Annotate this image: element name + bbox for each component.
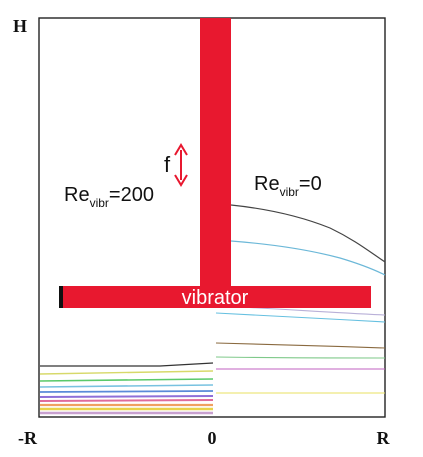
vibrator-plate bbox=[59, 286, 371, 308]
frequency-arrow bbox=[174, 143, 188, 187]
left-contour-line bbox=[39, 395, 214, 398]
pos-r-label: R bbox=[377, 428, 391, 448]
vibrator-shaft bbox=[200, 18, 231, 286]
height-axis-label: H bbox=[13, 16, 27, 36]
left-contour-line bbox=[39, 378, 214, 382]
frequency-label: f bbox=[164, 152, 171, 177]
left-contour-line bbox=[39, 370, 214, 375]
vibrator-plate-edge bbox=[59, 286, 63, 308]
vibrator-label: vibrator bbox=[182, 287, 249, 309]
left-contour-line bbox=[39, 399, 214, 402]
left-contour-line bbox=[39, 390, 214, 393]
re-right-label: Revibr=0 bbox=[254, 173, 322, 199]
left-contour-line bbox=[40, 362, 214, 367]
right-contour-line bbox=[230, 204, 386, 263]
right-contour-line bbox=[215, 312, 386, 323]
left-contour-line bbox=[39, 384, 214, 388]
neg-r-label: -R bbox=[18, 428, 38, 448]
right-contour-line bbox=[230, 240, 386, 276]
zero-label: 0 bbox=[208, 428, 217, 448]
right-contour-line bbox=[215, 342, 386, 349]
re-left-label: Revibr=200 bbox=[64, 184, 154, 210]
left-contours bbox=[39, 362, 214, 415]
right-contour-line bbox=[215, 356, 386, 359]
right-contours bbox=[215, 204, 386, 394]
